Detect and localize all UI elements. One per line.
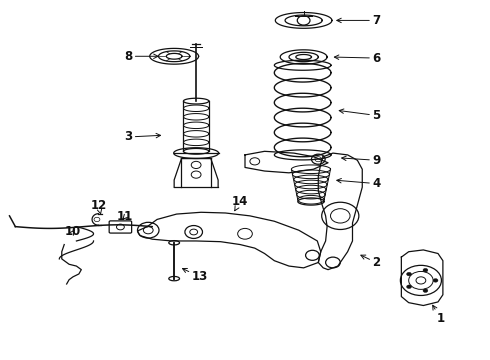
Text: 1: 1 — [433, 305, 444, 325]
Circle shape — [423, 269, 428, 272]
Text: 13: 13 — [182, 269, 207, 283]
Text: 11: 11 — [117, 210, 133, 223]
Text: 2: 2 — [361, 255, 380, 269]
Circle shape — [407, 272, 412, 276]
Text: 9: 9 — [342, 154, 380, 167]
Text: 6: 6 — [334, 51, 380, 64]
Text: 3: 3 — [124, 130, 161, 144]
Circle shape — [407, 285, 412, 288]
Text: 10: 10 — [65, 225, 81, 238]
Circle shape — [423, 289, 428, 292]
Text: 4: 4 — [337, 177, 380, 190]
Text: 5: 5 — [339, 109, 380, 122]
Text: 8: 8 — [124, 50, 158, 63]
Text: 12: 12 — [90, 199, 106, 214]
Circle shape — [433, 279, 438, 282]
Text: 14: 14 — [232, 195, 248, 211]
Text: 7: 7 — [337, 14, 380, 27]
